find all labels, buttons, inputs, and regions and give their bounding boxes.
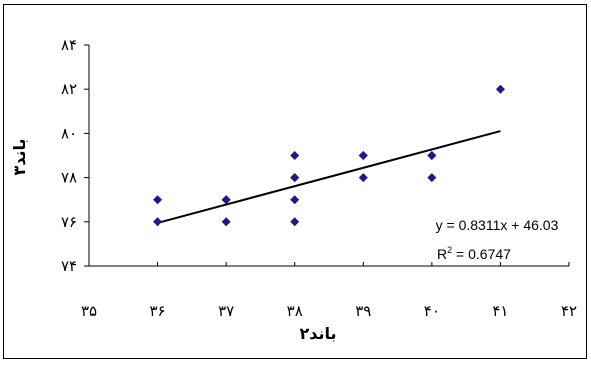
y-tick-label: ۷۸ <box>61 169 77 187</box>
data-point-marker <box>153 217 163 227</box>
y-tick-label: ۷۴ <box>61 257 77 275</box>
data-point-marker <box>427 151 437 160</box>
x-tick-label: ۳۵ <box>81 302 97 320</box>
y-tick-label: ۸۲ <box>61 80 77 98</box>
data-point-marker <box>495 84 505 94</box>
x-tick-label: ۳۸ <box>287 302 303 320</box>
trendline <box>157 130 501 224</box>
y-axis-ticks: ۷۴ ۷۶ ۷۸ ۸۰ ۸۲ ۸۴ <box>61 36 89 275</box>
x-axis-title: باند۲ <box>299 324 336 343</box>
data-point-marker <box>290 151 300 160</box>
trendline-equation: y = 0.8311x + 46.03 <box>436 217 559 233</box>
data-points <box>153 84 505 227</box>
x-tick-label: ۳۹ <box>355 302 371 320</box>
y-tick-label: ۸۴ <box>61 36 77 54</box>
data-point-marker <box>153 195 163 205</box>
r-squared-superscript: 2 <box>447 245 452 255</box>
r-squared-r: R <box>437 246 447 262</box>
x-axis-ticks: ۳۵ ۳۶ ۳۷ ۳۸ ۳۹ ۴۰ ۴۱ ۴۲ <box>81 262 577 320</box>
x-tick-label: ۴۲ <box>561 302 577 320</box>
y-tick-label: ۷۶ <box>61 213 77 231</box>
y-axis-title: باند۳ <box>10 138 29 175</box>
data-point-marker <box>290 217 300 227</box>
r-squared-label: R2 = 0.6747 <box>437 245 511 262</box>
data-point-marker <box>358 151 368 160</box>
r-squared-value: = 0.6747 <box>452 246 511 262</box>
data-point-marker <box>221 195 231 205</box>
data-point-marker <box>221 217 231 227</box>
x-tick-label: ۴۱ <box>492 302 508 320</box>
data-point-marker <box>290 173 300 183</box>
data-point-marker <box>427 173 437 183</box>
y-tick-label: ۸۰ <box>61 124 77 142</box>
x-tick-label: ۳۶ <box>150 302 166 320</box>
x-tick-label: ۳۷ <box>218 302 234 320</box>
data-point-marker <box>358 173 368 183</box>
x-tick-label: ۴۰ <box>424 302 440 320</box>
data-point-marker <box>290 195 300 205</box>
